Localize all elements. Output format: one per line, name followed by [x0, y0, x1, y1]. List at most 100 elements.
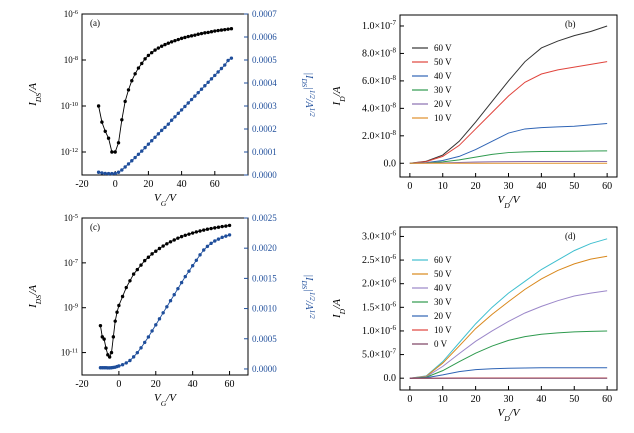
- y-tick-label: 1.0×10-7: [362, 19, 396, 32]
- data-point-left: [189, 34, 194, 38]
- data-point-right: [203, 84, 207, 88]
- y-tick-label: 10-5: [64, 213, 78, 224]
- y2-tick-label: 0.0003: [252, 101, 277, 111]
- data-point-right: [117, 364, 121, 368]
- data-point-right: [173, 115, 177, 119]
- data-point-right: [176, 286, 180, 291]
- data-point-left: [229, 27, 234, 31]
- data-point-left: [146, 255, 151, 259]
- data-point-right: [135, 350, 140, 355]
- legend-label: 40 V: [434, 283, 452, 293]
- y2-tick-label: 0.0000: [252, 170, 277, 180]
- y2-tick-label: 0.0015: [252, 273, 277, 283]
- data-point-right: [190, 264, 195, 268]
- data-point-left: [168, 240, 173, 244]
- series-line-right: [100, 234, 230, 369]
- y-tick-label: 6.0×10-8: [362, 74, 396, 87]
- y-tick-label: 10-10: [61, 101, 78, 112]
- panel-label: (b): [565, 19, 576, 29]
- panel-label: (a): [90, 18, 100, 28]
- legend-label: 10 V: [434, 113, 452, 123]
- data-point-right: [202, 248, 206, 252]
- data-point-right: [100, 171, 104, 175]
- y-tick-label: 0.0: [384, 373, 397, 384]
- x-tick-label: 40: [188, 379, 198, 390]
- y-tick-label: 2.5×10-6: [362, 253, 396, 266]
- data-point-left: [169, 40, 174, 44]
- x-tick-label: 60: [602, 181, 612, 192]
- legend-label: 50 V: [434, 269, 452, 279]
- y2-tick-label: 0.0005: [252, 334, 277, 344]
- data-point-right: [216, 70, 220, 74]
- y2-tick-label: 0.0000: [252, 364, 277, 374]
- data-point-right: [120, 363, 125, 367]
- data-point-left: [154, 249, 158, 253]
- series-line: [409, 150, 608, 164]
- y-tick-label: 10-9: [64, 302, 78, 313]
- data-point-right: [150, 329, 154, 333]
- legend-label: 0 V: [434, 339, 448, 349]
- y2-tick-label: 0.0020: [252, 243, 277, 253]
- data-point-right: [223, 63, 227, 67]
- data-point-right: [179, 108, 184, 112]
- data-point-right: [205, 244, 210, 249]
- y-tick-label: 10-8: [64, 55, 78, 66]
- data-point-right: [157, 317, 162, 321]
- data-point-left: [227, 223, 232, 228]
- data-point-left: [128, 279, 132, 283]
- data-point-left: [126, 88, 131, 92]
- data-point-right: [153, 135, 157, 139]
- data-point-left: [156, 46, 161, 50]
- legend-label: 50 V: [434, 57, 452, 67]
- data-point-right: [165, 305, 169, 309]
- x-tick-label: -20: [75, 179, 88, 190]
- y-tick-label: 1.5×10-6: [362, 300, 396, 313]
- y-axis-label: IDS/A: [27, 285, 43, 309]
- legend-label: 20 V: [434, 311, 452, 321]
- legend-label: 20 V: [434, 99, 452, 109]
- data-point-left: [130, 79, 134, 83]
- y2-tick-label: 0.0007: [252, 9, 277, 19]
- data-point-right: [169, 118, 174, 122]
- data-point-left: [179, 234, 184, 239]
- y-axis-label: IDS/A: [27, 83, 43, 107]
- data-point-left: [186, 34, 190, 39]
- y2-axis-label: |IDS|1/2/A1/2: [300, 274, 316, 319]
- y-tick-label: 5.0×10-7: [362, 348, 396, 361]
- data-point-left: [209, 30, 214, 34]
- data-point-right: [196, 90, 200, 95]
- data-point-left: [98, 323, 103, 328]
- data-point-left: [183, 233, 187, 237]
- x-tick-label: 0: [116, 379, 121, 390]
- chart-panel-3: 0 10 20 30 40 50 60 VD/V (d) 0.0 5.0×10-7 1.0×10-6 1…: [331, 226, 618, 423]
- data-point-right: [146, 335, 151, 339]
- data-point-left: [213, 29, 217, 33]
- data-point-right: [226, 58, 230, 63]
- data-point-left: [163, 42, 167, 47]
- data-point-left: [179, 36, 184, 41]
- chart-panel-1: 0 10 20 30 40 50 60 VD/V (b) 0.0 2.0×10-8 4.0×10-8 6…: [331, 14, 618, 210]
- data-point-left: [190, 231, 195, 235]
- data-point-left: [100, 335, 104, 339]
- data-point-right: [106, 171, 111, 176]
- x-tick-label: 0: [113, 179, 118, 190]
- panel-label: (c): [90, 222, 100, 232]
- data-point-right: [159, 128, 164, 133]
- chart-panel-2: -20 0 20 40 60 VG/V (c) 10-11 10-9 10-7 10-5 0.0000…: [27, 213, 316, 408]
- y2-tick-label: 0.0004: [252, 78, 277, 88]
- data-point-right: [123, 165, 127, 169]
- data-point-left: [133, 72, 137, 76]
- legend-label: 60 V: [434, 255, 452, 265]
- data-point-left: [219, 28, 224, 32]
- data-point-right: [183, 104, 187, 109]
- data-point-right: [139, 346, 143, 350]
- data-point-left: [198, 229, 202, 233]
- data-point-left: [226, 27, 230, 31]
- data-point-right: [227, 233, 232, 237]
- panel-label: (d): [565, 231, 576, 241]
- data-point-left: [109, 350, 114, 355]
- data-point-left: [166, 41, 171, 45]
- x-tick-label: 20: [471, 181, 481, 192]
- data-point-left: [106, 353, 110, 357]
